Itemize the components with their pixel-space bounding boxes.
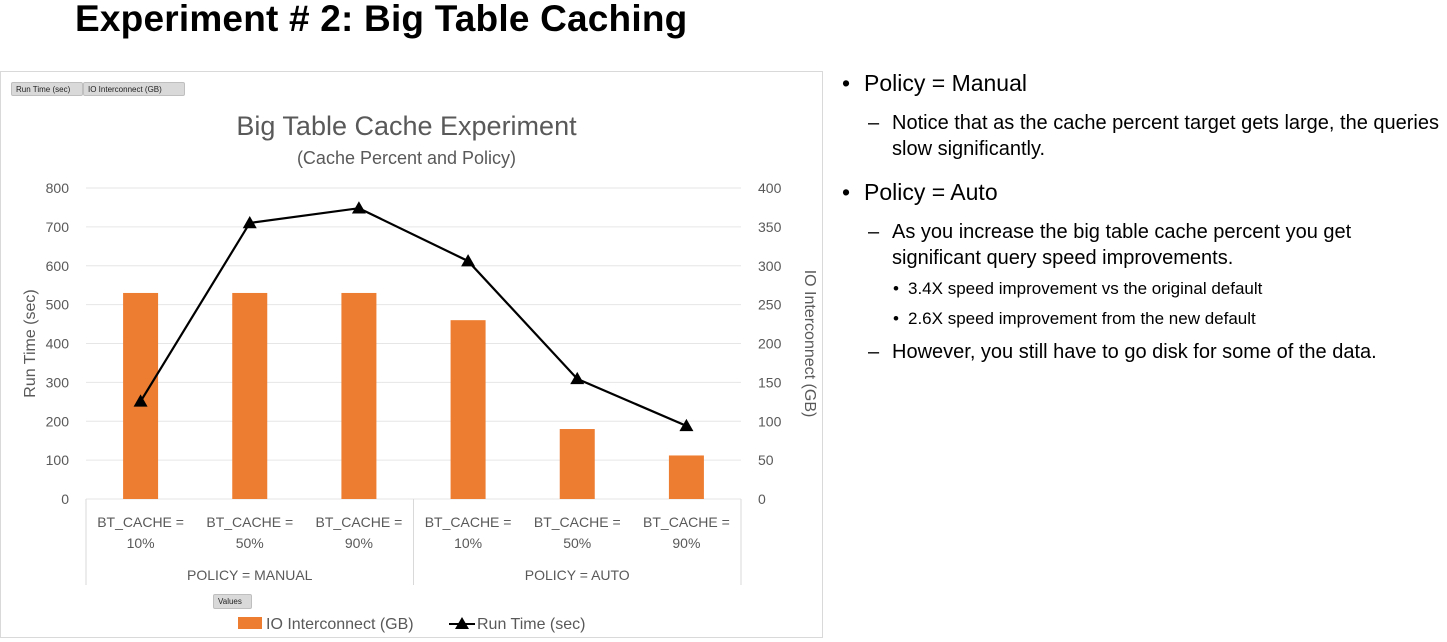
right-tick-label: 150 — [758, 374, 782, 390]
run-time-marker — [351, 201, 366, 214]
category-label: BT_CACHE = — [97, 514, 184, 530]
right-tick-label: 200 — [758, 336, 782, 352]
left-tick-label: 800 — [46, 180, 70, 196]
io-interconnect-field-button[interactable]: IO Interconnect (GB) — [83, 82, 185, 96]
bullet-dot-icon: • — [893, 279, 899, 298]
right-tick-label: 300 — [758, 258, 782, 274]
right-tick-label: 0 — [758, 491, 766, 507]
category-label: 90% — [672, 535, 700, 551]
run-time-marker — [679, 418, 694, 432]
bar-io-interconnect — [559, 429, 595, 499]
left-tick-label: 100 — [46, 452, 70, 468]
sub-sub-bullet-speedup-original: • 3.4X speed improvement vs the original … — [893, 279, 1263, 298]
category-label: 10% — [127, 535, 155, 551]
bar-io-interconnect — [341, 292, 377, 499]
left-axis-title: Run Time (sec) — [22, 289, 39, 397]
bar-io-interconnect — [450, 320, 486, 499]
left-tick-label: 600 — [46, 258, 70, 274]
pivot-chart[interactable]: Run Time (sec) IO Interconnect (GB) Valu… — [0, 71, 823, 638]
legend-swatch-io-interconnect — [238, 617, 262, 629]
bullet-dot-icon: • — [842, 179, 851, 205]
group-label: POLICY = MANUAL — [187, 567, 313, 583]
slide-title: Experiment # 2: Big Table Caching — [75, 0, 688, 39]
chart-subtitle: (Cache Percent and Policy) — [297, 148, 516, 168]
left-tick-label: 0 — [61, 491, 69, 507]
sub-sub-bullet-speedup-new: • 2.6X speed improvement from the new def… — [893, 309, 1256, 328]
dash-icon: – — [868, 221, 880, 243]
legend-marker-run-time — [455, 617, 469, 629]
bullet-policy-auto: • Policy = Auto — [842, 179, 998, 205]
bullet-policy-manual: • Policy = Manual — [842, 70, 1027, 96]
category-label: BT_CACHE = — [206, 514, 293, 530]
category-label: BT_CACHE = — [425, 514, 512, 530]
category-label: 50% — [236, 535, 264, 551]
right-tick-label: 100 — [758, 413, 782, 429]
left-tick-label: 300 — [46, 374, 70, 390]
right-axis-title: IO Interconnect (GB) — [801, 270, 818, 418]
notes-list: • Policy = Manual – Notice that as the cac… — [838, 70, 1443, 365]
right-tick-label: 50 — [758, 452, 774, 468]
run-time-marker — [570, 371, 585, 385]
values-field-button[interactable]: Values — [213, 594, 252, 609]
category-label: 50% — [563, 535, 591, 551]
right-tick-label: 350 — [758, 219, 782, 235]
category-label: BT_CACHE = — [643, 514, 730, 530]
left-tick-label: 200 — [46, 413, 70, 429]
run-time-marker — [133, 394, 148, 407]
left-tick-label: 700 — [46, 219, 70, 235]
bar-io-interconnect — [668, 455, 704, 499]
right-tick-label: 400 — [758, 180, 782, 196]
bullet-dot-icon: • — [842, 70, 851, 96]
bullet-dot-icon: • — [893, 309, 899, 328]
legend-label-io-interconnect: IO Interconnect (GB) — [266, 616, 414, 633]
bar-io-interconnect — [232, 292, 268, 499]
run-time-field-button[interactable]: Run Time (sec) — [11, 82, 83, 96]
chart-canvas: Big Table Cache Experiment (Cache Percent… — [22, 111, 818, 633]
legend-label-run-time: Run Time (sec) — [477, 616, 585, 633]
left-tick-label: 500 — [46, 297, 70, 313]
dash-icon: – — [868, 112, 880, 134]
dash-icon: – — [868, 341, 880, 363]
category-label: 90% — [345, 535, 373, 551]
sub-bullet-disk-note: – However, you still have to go disk for … — [868, 341, 1377, 363]
sub-bullet-auto-note: – As you increase the big table cache per… — [868, 221, 1352, 269]
group-label: POLICY = AUTO — [525, 567, 630, 583]
right-tick-label: 250 — [758, 297, 782, 313]
sub-bullet-manual-note: – Notice that as the cache percent target… — [868, 112, 1439, 160]
category-label: 10% — [454, 535, 482, 551]
chart-title: Big Table Cache Experiment — [236, 111, 577, 141]
category-label: BT_CACHE = — [316, 514, 403, 530]
line-run-time — [139, 207, 687, 427]
run-time-marker — [242, 215, 257, 229]
run-time-marker — [461, 254, 476, 267]
left-tick-label: 400 — [46, 336, 70, 352]
category-label: BT_CACHE = — [534, 514, 621, 530]
